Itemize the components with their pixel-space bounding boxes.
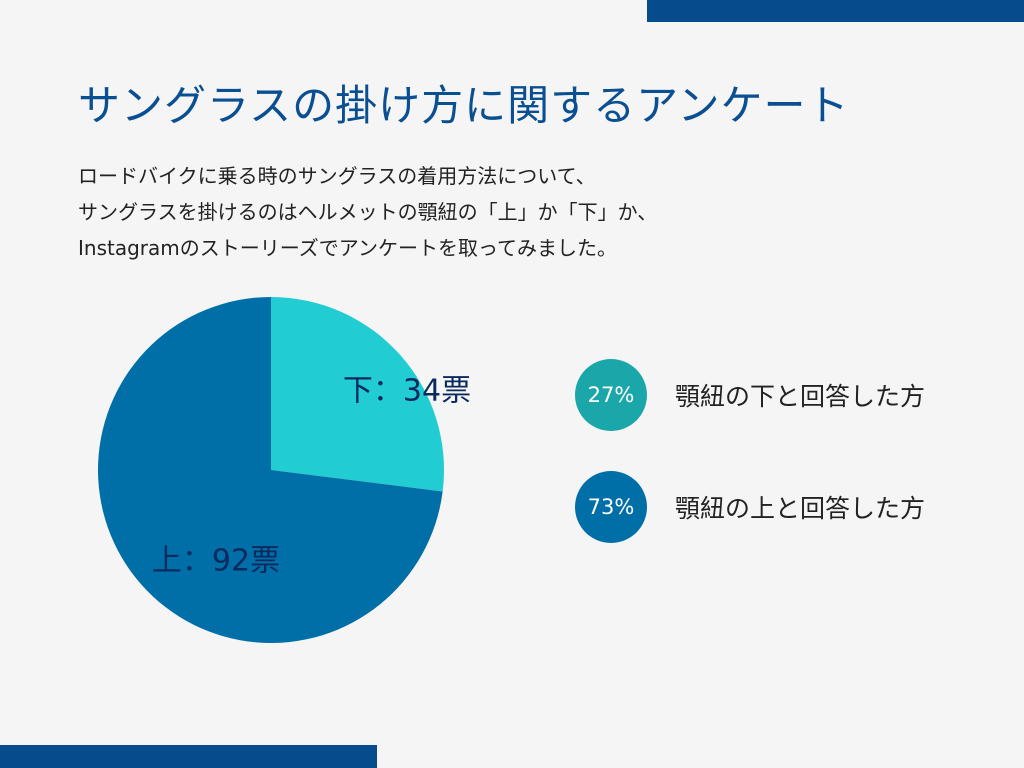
description: ロードバイクに乗る時のサングラスの着用方法について、 サングラスを掛けるのはヘル… [78, 158, 958, 266]
pie-slice-upper [97, 297, 443, 643]
top-accent-bar [647, 0, 1024, 22]
legend-item-lower: 27% 顎紐の下と回答した方 [575, 359, 925, 431]
description-line-3: Instagramのストーリーズでアンケートを取ってみました。 [78, 236, 617, 260]
pie-label-upper: 上：92票 [152, 544, 280, 579]
pie-label-lower: 下：34票 [343, 374, 471, 409]
pie-slice-lower [271, 297, 444, 492]
legend-item-upper: 73% 顎紐の上と回答した方 [575, 471, 925, 543]
legend-label-upper: 顎紐の上と回答した方 [675, 494, 926, 523]
bottom-accent-bar [0, 745, 377, 768]
legend-badge-upper: 73% [575, 471, 647, 543]
legend-label-lower: 顎紐の下と回答した方 [675, 382, 926, 411]
description-line-1: ロードバイクに乗る時のサングラスの着用方法について、 [78, 164, 596, 188]
legend-badge-lower: 27% [575, 359, 647, 431]
description-line-2: サングラスを掛けるのはヘルメットの顎紐の「上」か「下」か、 [78, 200, 658, 224]
page-title: サングラスの掛け方に関するアンケート [78, 81, 850, 130]
